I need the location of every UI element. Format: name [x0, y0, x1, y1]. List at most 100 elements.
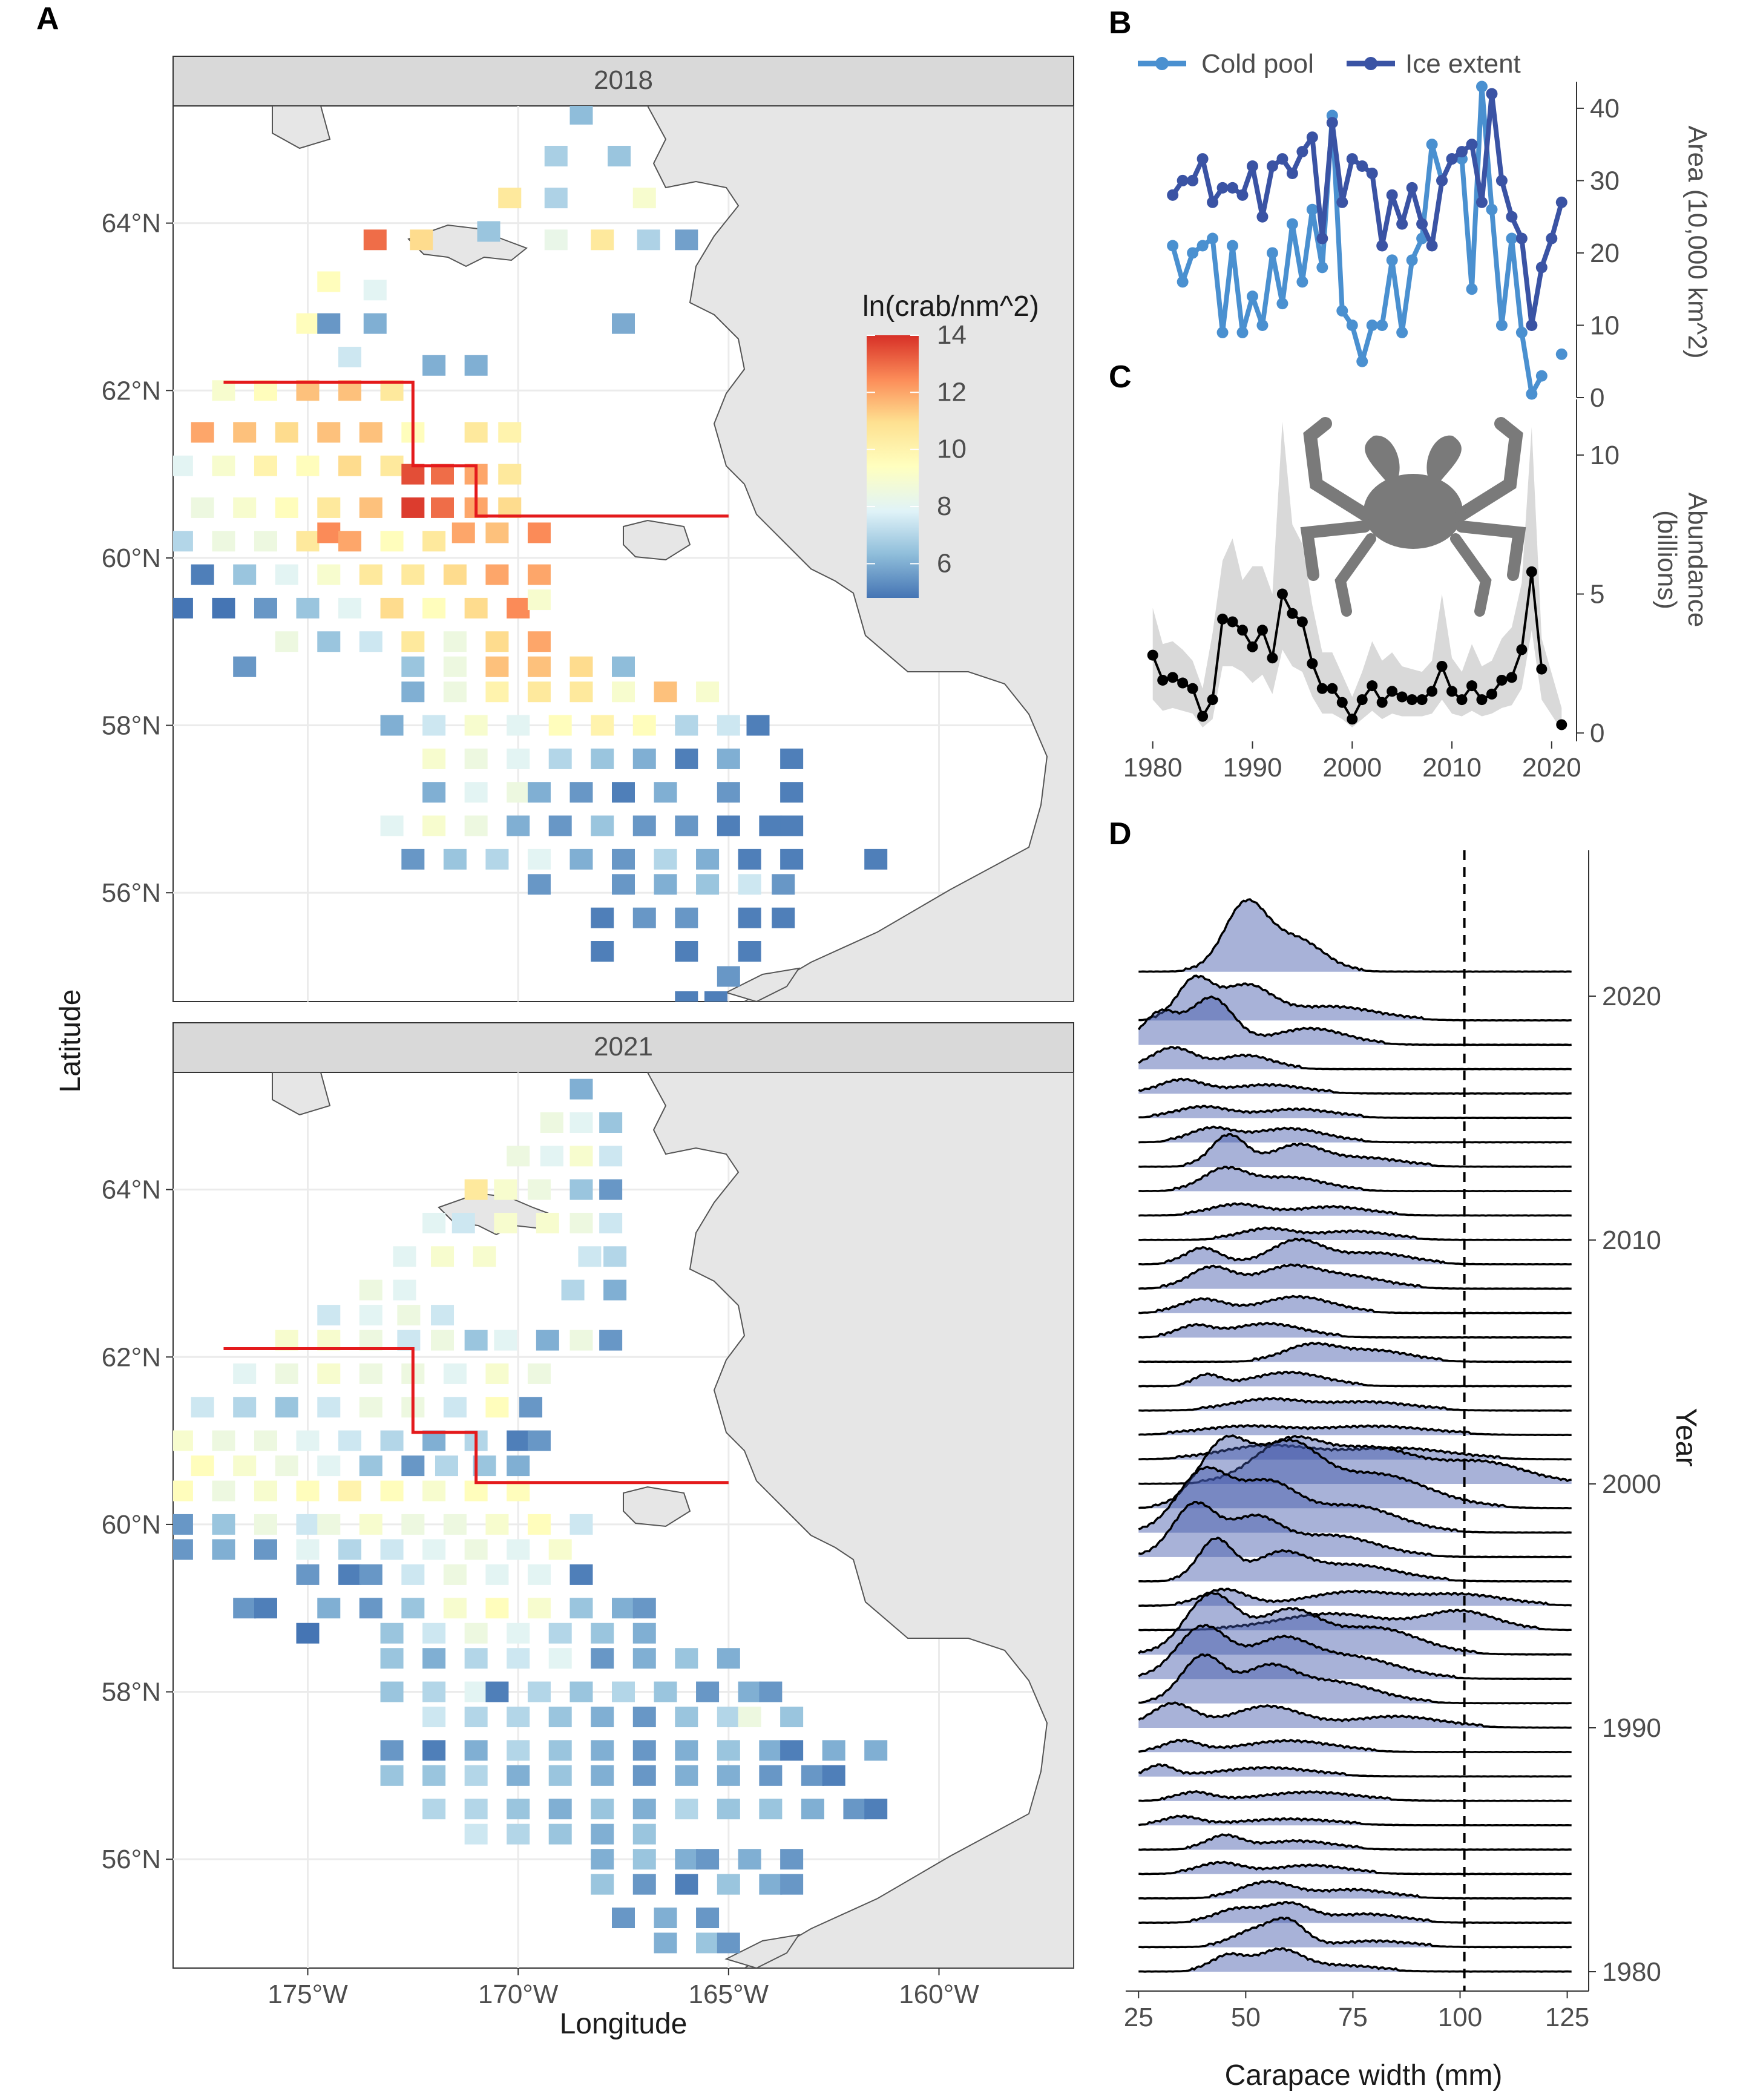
- survey-cell: [591, 815, 614, 836]
- survey-cell: [422, 815, 446, 836]
- survey-cell: [317, 1397, 341, 1418]
- survey-cell: [570, 1078, 593, 1100]
- ridge-line-2011: [1138, 1202, 1572, 1217]
- ridge-fill-2013: [1138, 1134, 1572, 1167]
- survey-cell: [173, 455, 193, 476]
- survey-cell: [422, 782, 446, 803]
- data-point-cold-pool: [1356, 355, 1368, 367]
- survey-cell: [363, 313, 387, 334]
- survey-cell: [570, 1179, 593, 1200]
- survey-cell: [759, 1874, 783, 1895]
- survey-cell: [540, 1112, 563, 1133]
- survey-cell: [275, 1363, 298, 1384]
- abundance-point: [1506, 672, 1517, 683]
- survey-cell: [544, 188, 568, 209]
- ridge-fill-2021: [1138, 899, 1572, 972]
- ridge-line-2009: [1138, 1238, 1572, 1266]
- survey-cell: [464, 355, 488, 376]
- panel-c-chart: 0 5 10 1980 1990 2000 2010 2020 Abundance (bill…: [1123, 399, 1712, 783]
- survey-cell: [431, 497, 455, 518]
- survey-cell: [675, 229, 698, 251]
- management-boundary-2018: [223, 380, 729, 518]
- survey-cell: [397, 1305, 421, 1326]
- survey-cell: [654, 874, 677, 895]
- survey-cell: [443, 1514, 467, 1535]
- survey-cell: [801, 1765, 824, 1786]
- abundance-point: [1177, 677, 1189, 689]
- survey-cell: [380, 1648, 404, 1669]
- data-point-cold-pool: [1376, 319, 1388, 331]
- facet-strip-2018: [172, 56, 1074, 107]
- survey-cell: [772, 907, 795, 928]
- survey-cell: [599, 1179, 623, 1200]
- survey-cell: [599, 1112, 623, 1133]
- survey-cell: [527, 1363, 551, 1384]
- abundance-point: [1267, 652, 1278, 664]
- ridge-fill-2018: [1138, 996, 1572, 1045]
- survey-cell: [675, 748, 698, 769]
- panel-d-y-tick-label: 2020: [1602, 982, 1661, 1011]
- survey-cell: [738, 941, 761, 962]
- survey-cell: [464, 715, 488, 736]
- survey-cell: [738, 1849, 761, 1870]
- ridge-fill-1980: [1138, 1948, 1572, 1972]
- abundance-point: [1197, 710, 1209, 722]
- survey-cell: [675, 815, 698, 836]
- abundance-point: [1167, 672, 1178, 683]
- data-point-ice-extent: [1535, 261, 1548, 274]
- abundance-point: [1187, 683, 1198, 694]
- survey-cell: [485, 1397, 509, 1418]
- panel-c-x-tick-label: 1990: [1223, 753, 1282, 783]
- survey-cell: [173, 1514, 193, 1535]
- survey-cell: [317, 564, 341, 585]
- survey-cell: [780, 1849, 804, 1870]
- data-point-cold-pool: [1466, 283, 1478, 295]
- survey-cell: [464, 1740, 488, 1761]
- data-point-ice-extent: [1515, 232, 1528, 244]
- survey-cell: [527, 1430, 551, 1451]
- survey-cell: [864, 848, 888, 870]
- survey-cell: [338, 455, 362, 476]
- data-point-ice-extent: [1256, 211, 1269, 223]
- survey-cell: [317, 1363, 341, 1384]
- survey-cell: [570, 1330, 593, 1351]
- survey-cell: [422, 1539, 446, 1560]
- ridge-line-2001: [1138, 1443, 1572, 1461]
- survey-cell: [254, 1539, 277, 1560]
- survey-cell: [363, 280, 387, 301]
- survey-cell: [599, 1212, 623, 1233]
- survey-cell: [527, 564, 551, 585]
- series-line-cold-pool: [1170, 84, 1544, 397]
- survey-cell: [591, 1648, 614, 1669]
- panel-c-x-tick-label: 1980: [1123, 753, 1183, 783]
- abundance-point: [1387, 686, 1398, 697]
- survey-cell: [746, 715, 770, 736]
- data-point-ice-extent: [1366, 167, 1378, 179]
- survey-cell: [191, 497, 214, 518]
- panel-d-y-axis-title: Year: [1670, 1408, 1702, 1467]
- survey-cell: [317, 1514, 341, 1535]
- survey-cell: [591, 1765, 614, 1786]
- ridge-line-1998: [1138, 1465, 1572, 1534]
- data-point-cold-pool: [1396, 326, 1408, 338]
- ridge-line-1990: [1138, 1701, 1572, 1729]
- survey-cell: [527, 1598, 551, 1619]
- ridge-line-2021: [1138, 898, 1572, 973]
- y-axis-title-latitude: Latitude: [54, 989, 87, 1093]
- survey-cell: [612, 656, 635, 677]
- abundance-point: [1456, 694, 1468, 706]
- survey-cell: [527, 631, 551, 652]
- abundance-point: [1247, 641, 1258, 652]
- data-point-ice-extent: [1555, 196, 1567, 208]
- ridge-line-2018: [1137, 995, 1572, 1046]
- data-point-cold-pool: [1535, 370, 1548, 382]
- data-point-ice-extent: [1376, 240, 1388, 252]
- survey-cell: [599, 1330, 623, 1351]
- survey-cell: [591, 1874, 614, 1895]
- survey-cell: [254, 1480, 277, 1501]
- survey-cell: [591, 1823, 614, 1845]
- survey-cell: [717, 748, 740, 769]
- survey-cell: [717, 1874, 740, 1895]
- data-point-ice-extent: [1546, 232, 1558, 244]
- panel-c-y-tick-label: 0: [1590, 718, 1604, 748]
